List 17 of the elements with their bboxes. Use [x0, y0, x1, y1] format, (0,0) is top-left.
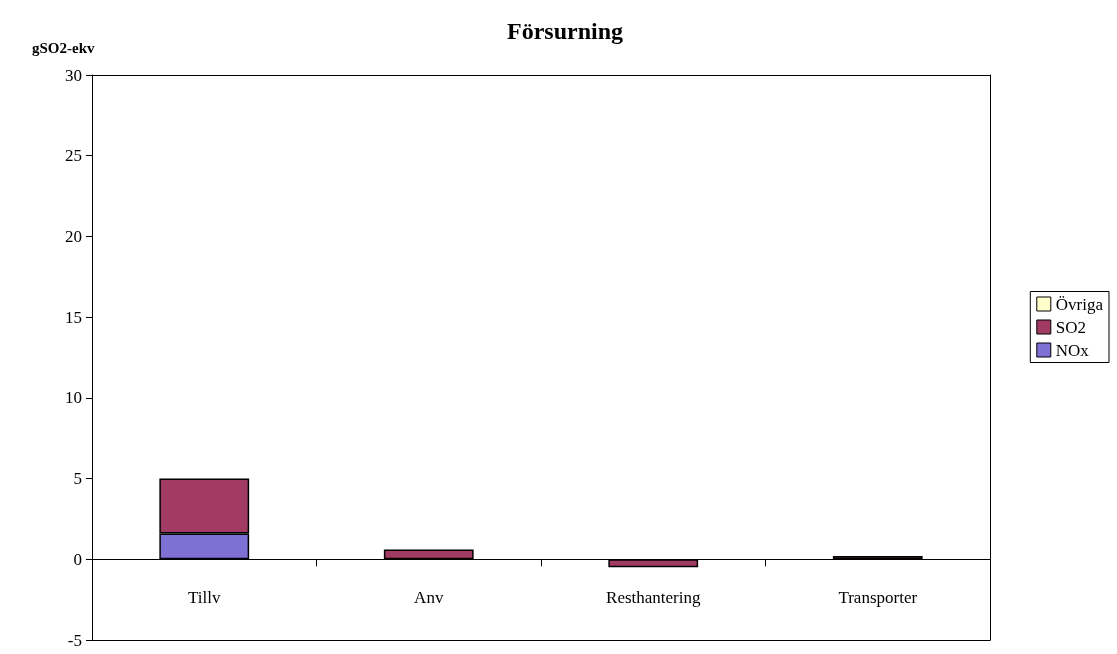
y-tick-label: 15 — [65, 307, 82, 327]
y-tick-label: -5 — [67, 630, 82, 650]
y-axis-title: gSO2-ekv — [32, 39, 95, 56]
y-tick-label: 5 — [73, 469, 82, 489]
y-tick-label: 30 — [65, 65, 82, 85]
y-tick-label: 10 — [65, 388, 82, 408]
x-tick-label: Tillv — [188, 588, 221, 608]
x-tick-label: Anv — [414, 588, 444, 608]
chart-title: Försurning — [506, 18, 624, 44]
legend-label: NOx — [1055, 340, 1090, 360]
legend-label: Övriga — [1055, 294, 1104, 314]
x-tick-label: Transporter — [838, 588, 918, 608]
y-tick-label: 20 — [65, 226, 82, 246]
y-tick-label: 0 — [73, 549, 82, 569]
x-tick-label: Resthantering — [606, 588, 701, 608]
y-tick-label: 25 — [65, 146, 82, 166]
legend-label: SO2 — [1055, 317, 1087, 337]
